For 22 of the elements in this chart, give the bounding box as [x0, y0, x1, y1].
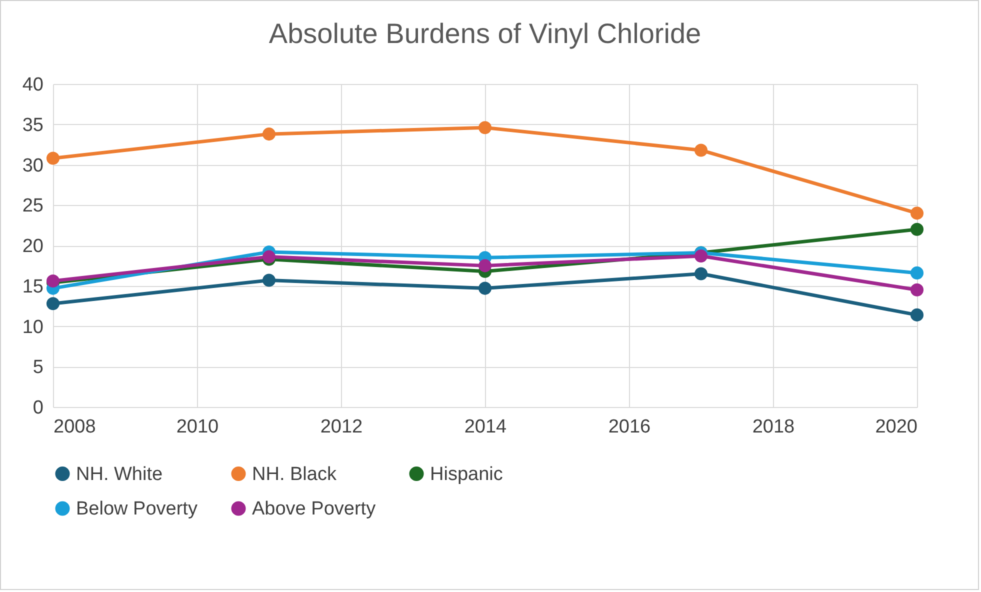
y-tick-label: 15 [22, 276, 44, 298]
legend-label: NH. White [76, 464, 163, 485]
x-tick-label: 2016 [608, 416, 651, 438]
legend-label: NH. Black [252, 464, 337, 485]
x-tick-label: 2008 [54, 416, 96, 438]
x-tick-label: 2010 [176, 416, 219, 438]
y-tick-label: 40 [22, 74, 44, 96]
y-tick-label: 30 [22, 155, 44, 176]
legend-label: Above Poverty [252, 498, 376, 520]
chart-title: Absolute Burdens of Vinyl Chloride [268, 18, 702, 49]
y-tick-label: 35 [22, 114, 44, 136]
x-tick-label: 2012 [320, 416, 363, 438]
x-tick-label: 2018 [752, 416, 795, 438]
x-tick-label: 2014 [464, 416, 508, 438]
x-tick-label: 2020 [875, 416, 918, 438]
y-tick-label: 10 [22, 316, 44, 338]
y-tick-label: 20 [22, 236, 44, 257]
y-tick-label: 0 [32, 398, 44, 418]
y-tick-label: 25 [22, 196, 44, 217]
legend-label: Below Poverty [76, 498, 198, 520]
legend-label: Hispanic [430, 464, 503, 485]
y-tick-label: 5 [32, 357, 44, 378]
